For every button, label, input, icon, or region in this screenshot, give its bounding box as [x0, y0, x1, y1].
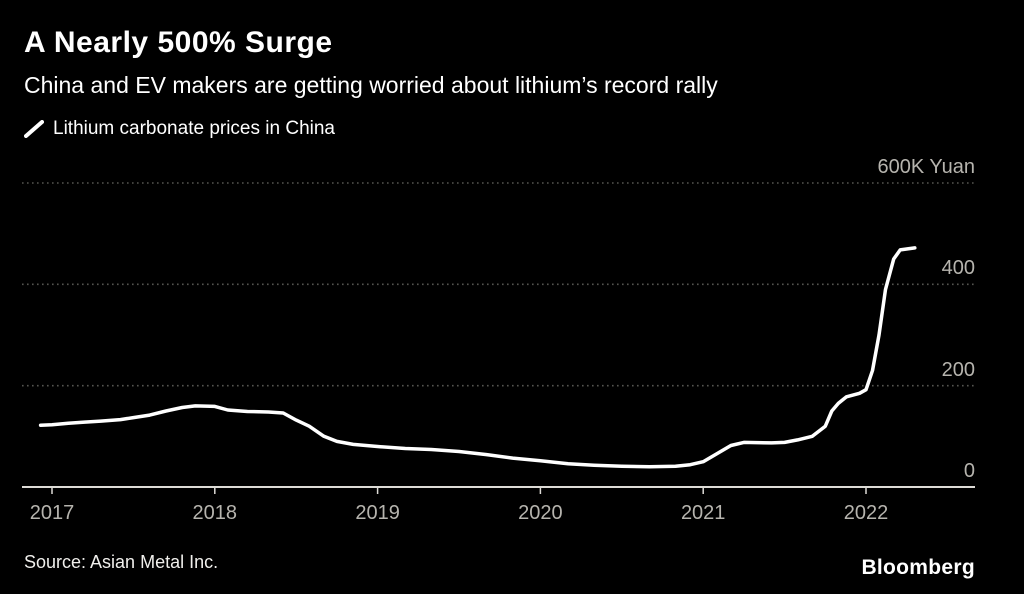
x-axis-label-2018: 2018: [192, 502, 238, 524]
x-axis-label-2020: 2020: [518, 502, 563, 524]
bloomberg-logo: Bloomberg: [861, 556, 975, 579]
price-line: [38, 246, 917, 469]
y-axis-label-400: 400: [941, 257, 975, 280]
chart-subtitle: China and EV makers are getting worried …: [24, 72, 718, 98]
legend-label: Lithium carbonate prices in China: [53, 118, 335, 139]
line-series-marker-icon: [24, 120, 44, 138]
x-axis-label-2017: 2017: [29, 502, 75, 524]
chart-legend: Lithium carbonate prices in China: [24, 118, 335, 140]
y-axis-label-0: 0: [963, 460, 975, 482]
chart-title: A Nearly 500% Surge: [24, 26, 333, 59]
x-axis-label-2019: 2019: [355, 502, 400, 524]
x-axis-label-2022: 2022: [843, 502, 889, 524]
x-axis-label-2021: 2021: [680, 502, 726, 524]
y-axis-label-200: 200: [941, 358, 975, 381]
source-note: Source: Asian Metal Inc.: [24, 552, 219, 572]
y-axis-label-600: 600K Yuan: [877, 156, 975, 178]
